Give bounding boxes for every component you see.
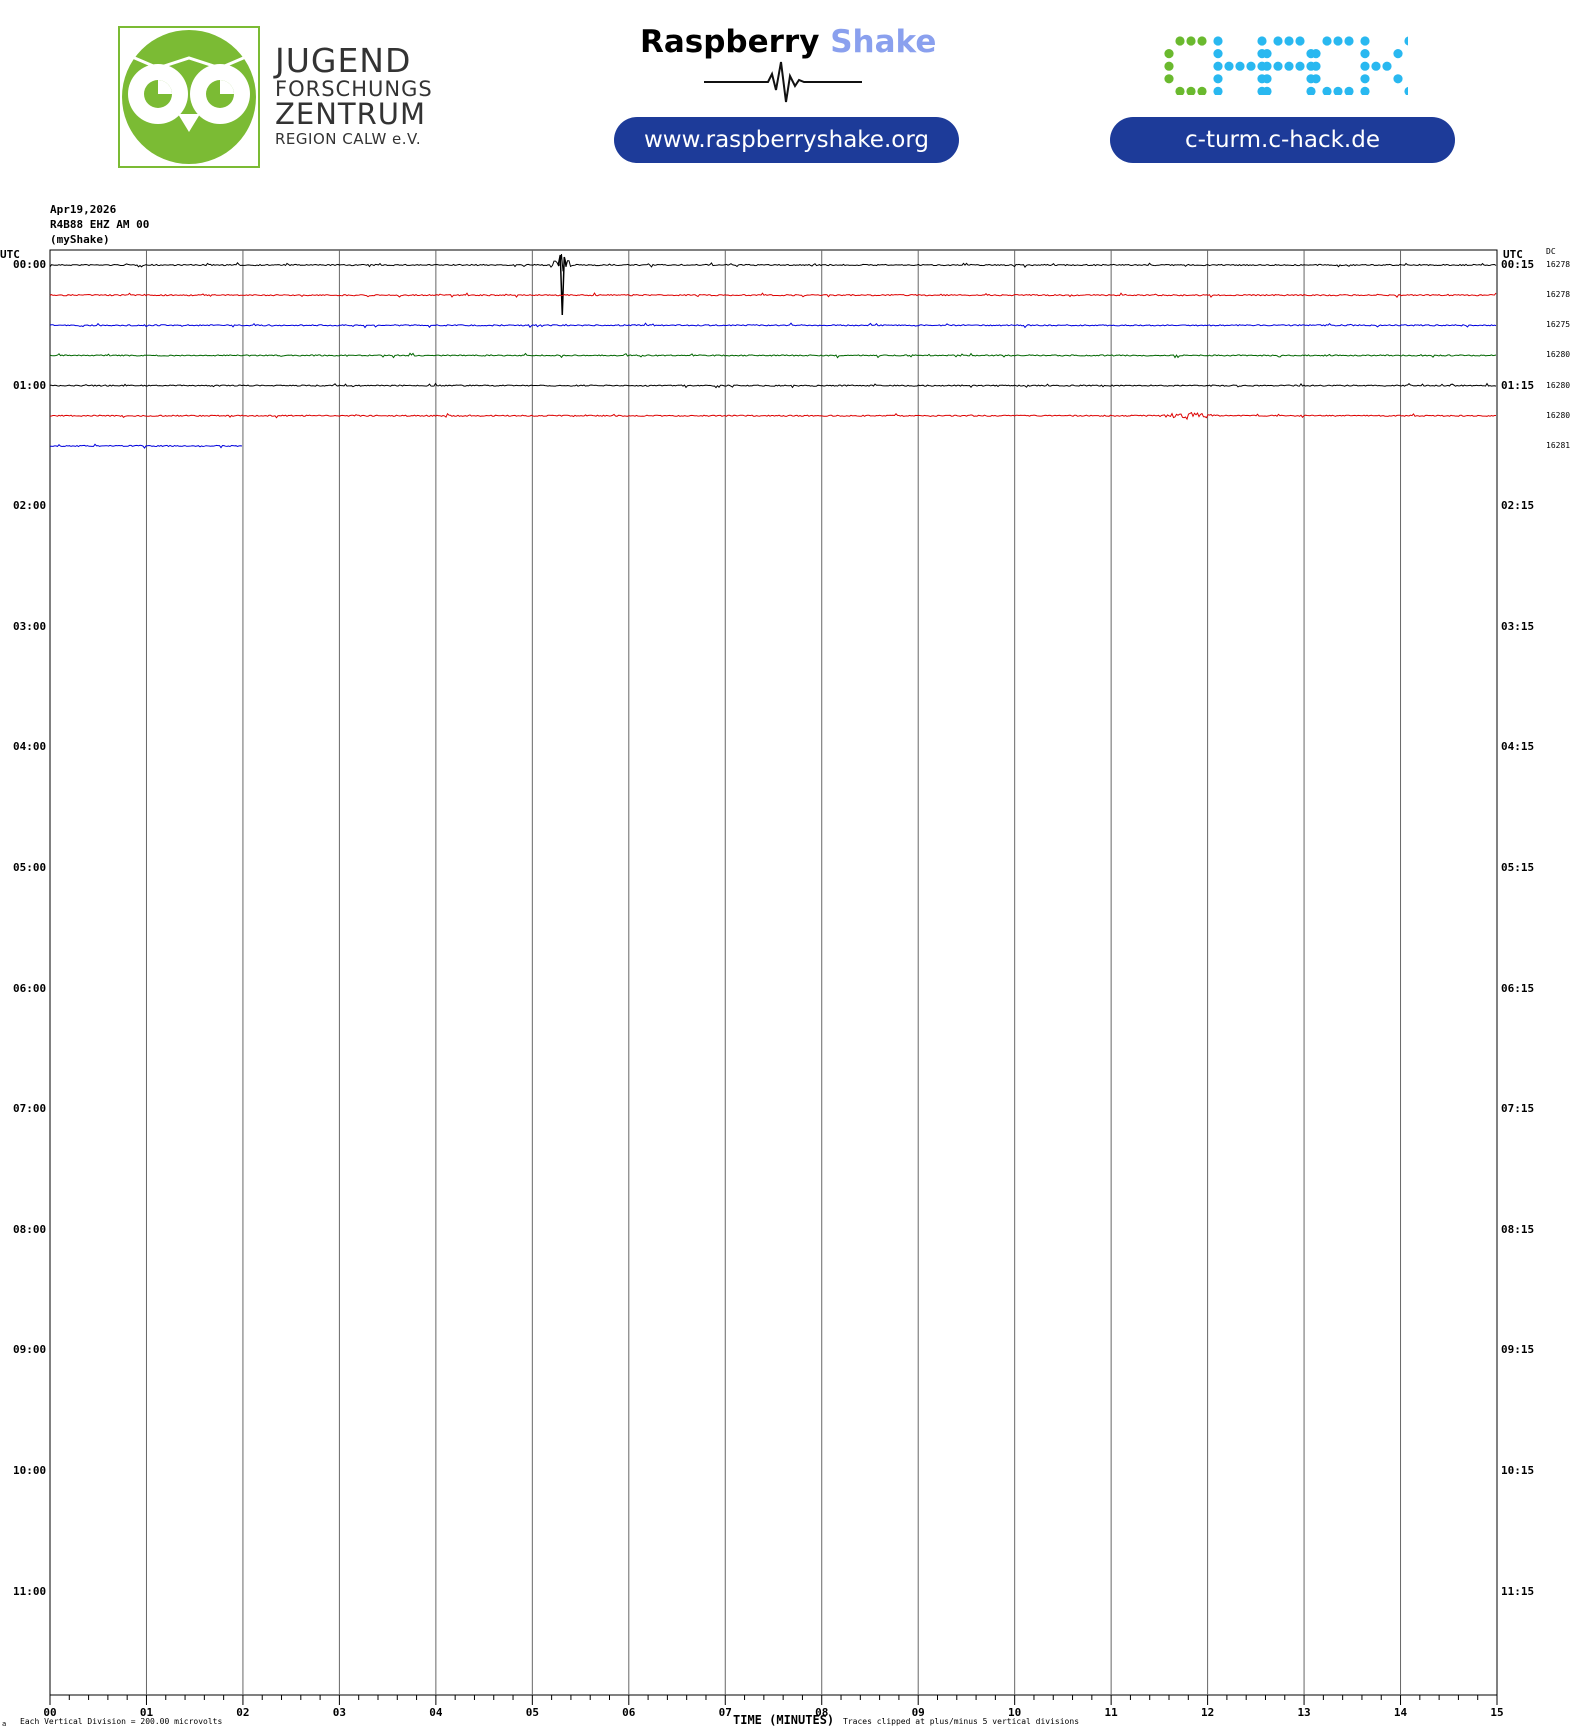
jfz-line4: REGION CALW e.V. <box>275 130 422 148</box>
seismic-trace-row-2 <box>49 322 1497 329</box>
dc-offset-label: 16278 <box>1546 260 1570 269</box>
seismic-trace-row-1 <box>49 292 1497 299</box>
left-axis-label: UTC <box>0 248 20 261</box>
x-tick-label: 09 <box>911 1706 925 1719</box>
dc-offset-label: 16278 <box>1546 290 1570 300</box>
chack-letter-c <box>1311 36 1354 95</box>
seismic-trace-row-5 <box>49 411 1496 421</box>
chart-title-date: Apr19,2026 <box>50 203 117 216</box>
plot-frame <box>49 249 1498 1696</box>
x-tick-label: 15 <box>1490 1706 1504 1719</box>
trace-layer <box>49 254 1497 449</box>
right-hour-label: 10:15 <box>1501 1464 1535 1477</box>
seismic-trace-row-0 <box>49 254 1497 272</box>
jfz-line1: JUGEND <box>275 41 412 80</box>
x-tick-label: 11 <box>1104 1706 1118 1719</box>
x-tick-label: 10 <box>1008 1706 1022 1719</box>
dc-offset-label: 16280 <box>1546 350 1570 360</box>
left-hour-label: 03:00 <box>13 619 47 633</box>
raspberry-word: Raspberry <box>640 24 820 60</box>
x-tick-label: 01 <box>139 1706 154 1719</box>
corner-mark: a <box>2 1720 7 1728</box>
x-tick-label: 14 <box>1393 1706 1408 1719</box>
left-hour-label: 07:00 <box>13 1102 47 1116</box>
left-hour-label: 00:00 <box>13 258 47 271</box>
seismic-trace-row-4 <box>49 382 1497 389</box>
left-hour-label: 05:00 <box>13 861 47 874</box>
x-tick-label: 07 <box>718 1706 732 1719</box>
raspberry-shake-title: Raspberry Shake <box>640 24 936 60</box>
chack-letter-k <box>1360 36 1408 95</box>
seismic-trace-row-3 <box>49 352 1497 359</box>
x-tick-label: 06 <box>622 1706 636 1719</box>
seismograph-wave-icon <box>704 61 862 103</box>
dc-offset-label: 16280 <box>1546 410 1570 420</box>
x-tick-label: 05 <box>525 1706 539 1719</box>
chack-url-link[interactable]: c-turm.c-hack.de <box>1110 117 1455 163</box>
right-hour-label: 02:15 <box>1501 499 1535 513</box>
left-hour-label: 04:00 <box>13 740 47 754</box>
dc-offset-label: 16281 <box>1546 440 1570 450</box>
right-axis-label: UTC <box>1503 248 1523 261</box>
x-tick-label: 02 <box>236 1706 250 1719</box>
right-hour-label: 11:15 <box>1501 1584 1535 1598</box>
x-tick-label: 08 <box>815 1706 829 1719</box>
jfz-line3: ZENTRUM <box>275 97 426 131</box>
left-hour-label: 08:00 <box>13 1222 47 1236</box>
chack-dot-logo <box>1164 36 1408 95</box>
x-tick-label: 13 <box>1297 1706 1311 1719</box>
x-axis-label: TIME (MINUTES) <box>733 1713 835 1727</box>
right-hour-label: 01:15 <box>1501 378 1535 392</box>
right-hour-label: 08:15 <box>1501 1222 1535 1236</box>
jfz-line2: FORSCHUNGS <box>275 77 433 101</box>
right-hour-label: 07:15 <box>1501 1102 1535 1116</box>
chack-letter-a <box>1262 36 1316 95</box>
dc-offset-label: 16280 <box>1546 380 1570 390</box>
x-tick-label: 12 <box>1200 1706 1215 1719</box>
x-tick-label: 03 <box>332 1706 347 1719</box>
clipping-note: Traces clipped at plus/minus 5 vertical … <box>843 1717 1080 1726</box>
dc-offset-label: 16275 <box>1546 320 1570 330</box>
left-hour-label: 02:00 <box>13 499 47 513</box>
chack-letter-c <box>1164 36 1207 95</box>
station-code: R4B88 EHZ AM 00 <box>50 218 150 231</box>
right-hour-label: 00:15 <box>1501 258 1535 271</box>
data-source: (myShake) <box>50 233 110 246</box>
vertical-division-note: Each Vertical Division = 200.00 microvol… <box>20 1717 223 1726</box>
x-tick-label: 00 <box>43 1706 57 1719</box>
dc-header-label: DC <box>1546 247 1556 256</box>
right-hour-label: 04:15 <box>1501 740 1535 754</box>
seismic-event-spike <box>557 254 568 316</box>
jfz-owl-logo <box>118 26 260 168</box>
left-hour-label: 10:00 <box>13 1464 47 1477</box>
left-hour-label: 06:00 <box>13 981 47 995</box>
owl-icon <box>122 30 256 164</box>
raspberryshake-url-link[interactable]: www.raspberryshake.org <box>614 117 959 163</box>
right-hour-label: 05:15 <box>1501 861 1535 874</box>
grid-layer <box>49 249 1498 1705</box>
shake-word: Shake <box>830 24 937 60</box>
left-hour-label: 11:00 <box>13 1584 47 1598</box>
right-hour-label: 03:15 <box>1501 619 1535 633</box>
x-tick-label: 04 <box>429 1706 443 1719</box>
right-hour-label: 09:15 <box>1501 1343 1535 1357</box>
seismic-trace-row-6 <box>49 443 243 449</box>
left-hour-label: 09:00 <box>13 1343 47 1357</box>
right-hour-label: 06:15 <box>1501 981 1535 995</box>
left-hour-label: 01:00 <box>13 378 47 392</box>
